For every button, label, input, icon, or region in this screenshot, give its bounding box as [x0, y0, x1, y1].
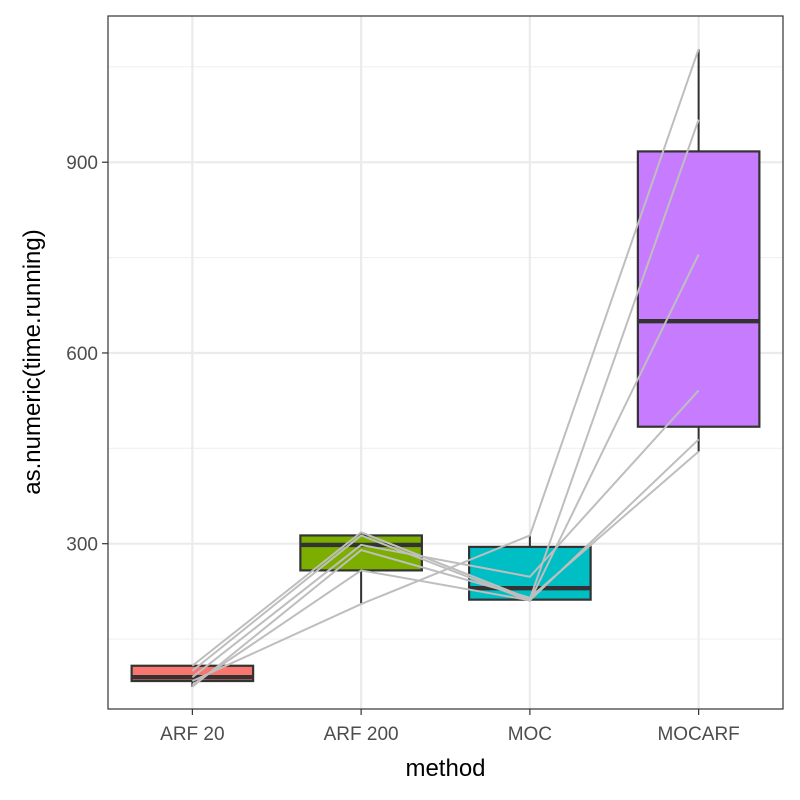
subject-line	[191, 450, 700, 688]
y-tick-label: 600	[66, 344, 98, 365]
x-axis: ARF 20 ARF 200 MOC MOCARF	[160, 709, 740, 745]
box-moc	[468, 535, 592, 601]
y-tick-label: 900	[66, 153, 98, 174]
x-tick-label: MOC	[508, 724, 552, 745]
subject-line	[191, 119, 700, 667]
y-axis: 300 600 900	[66, 153, 108, 556]
plot-border	[107, 15, 784, 710]
subject-line	[191, 253, 700, 672]
box-mocarf	[636, 49, 761, 452]
x-tick-label: MOCARF	[657, 724, 739, 745]
box-body	[468, 545, 592, 601]
y-axis-title: as.numeric(time.running)	[19, 229, 46, 494]
subject-line	[191, 438, 700, 686]
subject-line	[191, 389, 700, 678]
subject-line	[191, 48, 700, 682]
y-tick-label: 300	[66, 535, 98, 556]
x-tick-label: ARF 200	[324, 724, 399, 745]
paired-lines	[191, 48, 700, 688]
x-axis-title: method	[405, 755, 485, 782]
box-body	[636, 150, 761, 428]
x-tick-label: ARF 20	[160, 724, 224, 745]
